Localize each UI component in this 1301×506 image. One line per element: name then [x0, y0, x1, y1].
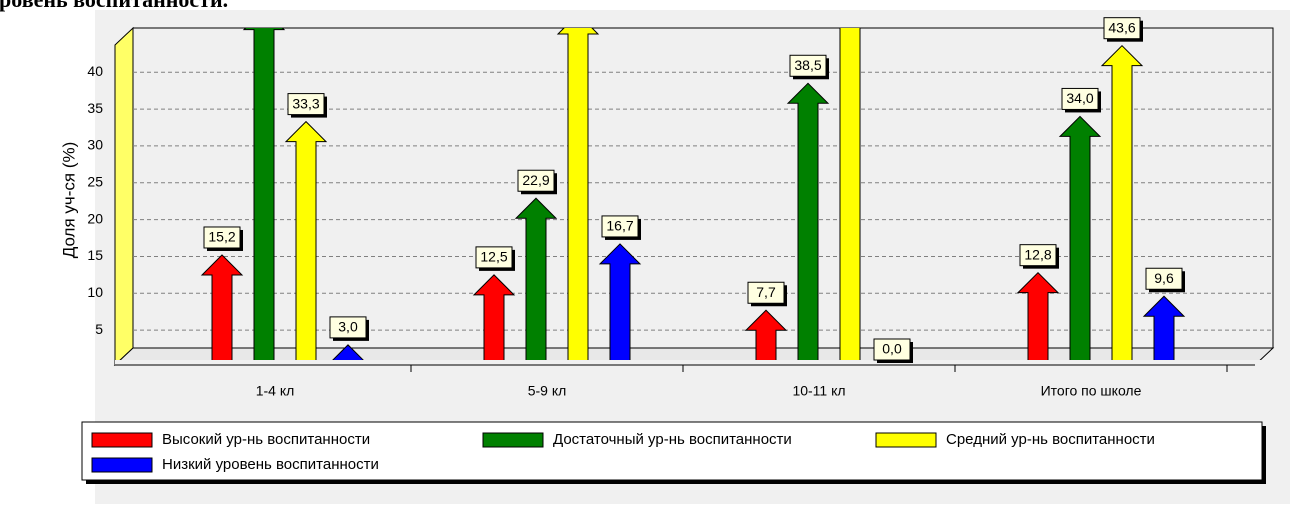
bar	[1016, 271, 1060, 368]
bar	[598, 243, 642, 368]
y-axis-label: Доля уч-ся (%)	[59, 142, 78, 259]
x-tick-label: 5-9 кл	[528, 383, 567, 399]
value-label: 43,6	[1108, 19, 1135, 35]
bar	[284, 120, 328, 368]
bar	[556, 28, 600, 368]
legend-swatch	[482, 432, 544, 448]
legend-label: Низкий уровень воспитанности	[162, 456, 379, 473]
value-label: 34,0	[1066, 90, 1093, 106]
value-label-box	[517, 169, 555, 192]
value-label: 22,9	[522, 172, 549, 188]
bar	[514, 197, 558, 368]
value-label: 0,0	[882, 341, 902, 357]
bar	[786, 82, 830, 368]
value-label-box	[475, 246, 513, 269]
value-label-box	[203, 226, 241, 249]
legend-swatch	[91, 457, 153, 473]
value-label-box	[747, 281, 785, 304]
legend-label: Высокий ур-нь воспитанности	[162, 431, 370, 448]
y-tick-label: 30	[87, 137, 103, 153]
x-tick-label: 10-11 кл	[792, 383, 845, 399]
legend	[81, 421, 1263, 481]
x-tick-label: Итого по школе	[1041, 383, 1142, 399]
y-tick-label: 20	[87, 210, 103, 226]
bar	[1058, 115, 1102, 368]
value-label: 16,7	[606, 218, 633, 234]
y-tick-label: 15	[87, 247, 103, 263]
value-label: 12,8	[1024, 246, 1051, 262]
value-label: 33,3	[292, 95, 319, 111]
bar	[472, 274, 516, 368]
y-tick-label: 35	[87, 100, 103, 116]
value-label-box	[1019, 244, 1057, 267]
y-tick-label: 40	[87, 63, 103, 79]
x-tick-label: 1-4 кл	[256, 383, 295, 399]
value-label: 9,6	[1154, 270, 1174, 286]
legend-swatch	[91, 432, 153, 448]
value-label: 12,5	[480, 249, 507, 265]
y-tick-label: 25	[87, 173, 103, 189]
legend-label: Средний ур-нь воспитанности	[946, 431, 1155, 448]
value-label-box	[1103, 17, 1141, 40]
bar	[1142, 295, 1186, 368]
y-tick-label: 10	[87, 284, 103, 300]
y-tick-label: 5	[95, 321, 103, 337]
value-label-box	[601, 215, 639, 238]
legend-label: Достаточный ур-нь воспитанности	[553, 431, 792, 448]
bar	[1100, 44, 1144, 368]
value-label-box	[329, 316, 367, 339]
left-wall	[114, 26, 134, 367]
bar	[242, 28, 286, 368]
value-label-box	[789, 54, 827, 77]
value-label-box	[1061, 87, 1099, 110]
value-label-box	[873, 338, 911, 361]
bar	[839, 28, 861, 368]
floor-front	[115, 360, 1265, 368]
value-label: 15,2	[208, 229, 235, 245]
value-label: 7,7	[756, 284, 776, 300]
chart-title: уровень воспитанности.	[0, 0, 228, 12]
value-label: 38,5	[794, 57, 821, 73]
value-label: 3,0	[338, 319, 358, 335]
legend-swatch	[875, 432, 937, 448]
bar	[200, 254, 244, 368]
value-label-box	[1145, 267, 1183, 290]
value-label-box	[287, 93, 325, 116]
